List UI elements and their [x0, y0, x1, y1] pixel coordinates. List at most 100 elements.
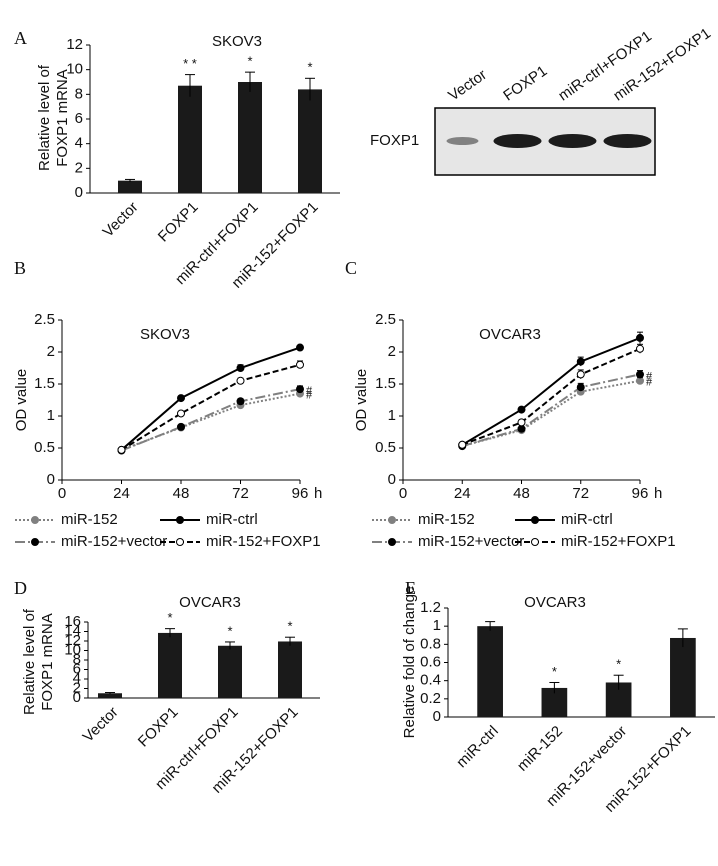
x-tick-label: 48: [173, 485, 190, 502]
bar: [278, 641, 302, 698]
y-tick-label: 0.5: [375, 439, 396, 456]
chart-title: OVCAR3: [479, 326, 541, 343]
series-line: [461, 373, 641, 448]
legend-marker: [31, 516, 39, 524]
data-point: [517, 405, 526, 414]
bar: [238, 82, 262, 193]
legend-marker: [531, 538, 539, 546]
y-tick-label: 1: [388, 407, 396, 424]
bar: [670, 637, 696, 717]
y-axis-label: FOXP1 mRNA: [54, 69, 71, 167]
legend-marker: [31, 538, 39, 546]
y-axis-label: OD value: [353, 369, 370, 432]
data-point: [296, 385, 304, 394]
y-tick-label: 8: [73, 651, 81, 668]
lane-label: miR-ctrl+FOXP1: [555, 28, 655, 105]
legend-label: miR-152: [61, 511, 118, 528]
bar: [218, 645, 242, 698]
y-tick-label: 14: [64, 622, 81, 639]
end-label: #: [646, 377, 653, 389]
legend-label: miR-152+vector: [61, 533, 167, 550]
end-label: #: [306, 385, 313, 397]
data-point: [177, 409, 185, 418]
data-point: [458, 440, 467, 449]
y-tick-label: 1.5: [34, 375, 55, 392]
y-tick-label: 0.5: [34, 439, 55, 456]
data-point: [517, 418, 526, 427]
x-tick-label: Vector: [100, 199, 142, 241]
x-tick-label: Vector: [80, 704, 122, 746]
blot-band: [493, 134, 542, 148]
x-axis-label: h: [314, 485, 322, 502]
bar: [118, 180, 142, 193]
blot-band: [603, 134, 652, 148]
blot-row-label: FOXP1: [370, 132, 419, 149]
legend-marker: [176, 538, 184, 546]
x-tick-label: 0: [399, 485, 407, 502]
bar: [477, 626, 503, 717]
y-axis-label: Relative level of: [36, 64, 53, 171]
data-point: [636, 344, 644, 353]
bar: [158, 632, 182, 698]
x-tick-label: 96: [292, 485, 309, 502]
legend-marker: [388, 538, 396, 546]
y-tick-label: 2.5: [34, 311, 55, 328]
chart-title: OVCAR3: [524, 594, 586, 611]
panel-letter: C: [345, 258, 357, 278]
significance-mark: * *: [183, 56, 197, 71]
y-tick-label: 12: [64, 632, 81, 649]
data-point: [177, 394, 185, 403]
y-tick-label: 0: [73, 689, 81, 706]
legend-marker: [176, 516, 184, 524]
x-tick-label: 96: [632, 485, 649, 502]
series-line: [461, 379, 641, 448]
x-tick-label: 72: [572, 485, 589, 502]
y-tick-label: 1: [47, 407, 55, 424]
series-line: [120, 346, 301, 451]
bar: [178, 85, 202, 193]
data-point: [236, 376, 245, 385]
significance-mark: *: [167, 610, 172, 625]
series-line: [461, 347, 641, 446]
significance-mark: *: [247, 54, 252, 69]
chart-title: OVCAR3: [179, 594, 241, 611]
x-tick-label: 24: [113, 485, 130, 502]
y-tick-label: 2: [73, 679, 81, 696]
x-tick-label: miR-ctrl: [453, 723, 502, 772]
y-tick-label: 10: [66, 61, 83, 78]
series-line: [121, 388, 301, 452]
y-tick-label: 1.2: [420, 599, 441, 616]
y-tick-label: 1.5: [375, 375, 396, 392]
legend-label: miR-152: [418, 511, 475, 528]
y-tick-label: 4: [75, 135, 83, 152]
lane-label: Vector: [445, 66, 490, 104]
y-tick-label: 0.6: [420, 653, 441, 670]
series-line: [461, 336, 641, 446]
blot-band: [446, 137, 479, 145]
y-tick-label: 2: [75, 159, 83, 176]
significance-mark: *: [227, 623, 232, 638]
y-tick-label: 6: [73, 660, 81, 677]
y-axis-label: Relative level of: [21, 608, 38, 715]
data-point: [296, 360, 304, 369]
panel-letter: E: [405, 578, 416, 598]
end-label: #: [646, 370, 653, 382]
chart-title: SKOV3: [140, 326, 190, 343]
data-point: [117, 445, 126, 454]
legend-label: miR-152+FOXP1: [206, 533, 321, 550]
legend-label: miR-152+vector: [418, 533, 524, 550]
series-line: [121, 392, 301, 451]
y-axis-label: FOXP1 mRNA: [39, 613, 56, 711]
y-tick-label: 0.8: [420, 635, 441, 652]
data-point: [236, 397, 245, 406]
y-tick-label: 10: [64, 641, 81, 658]
legend-label: miR-ctrl: [561, 511, 613, 528]
y-tick-label: 8: [75, 85, 83, 102]
y-tick-label: 16: [64, 613, 81, 630]
end-label: #: [306, 390, 313, 402]
y-axis-label: OD value: [13, 369, 30, 432]
data-point: [576, 370, 585, 379]
legend-marker: [388, 516, 396, 524]
y-tick-label: 0: [75, 184, 83, 201]
